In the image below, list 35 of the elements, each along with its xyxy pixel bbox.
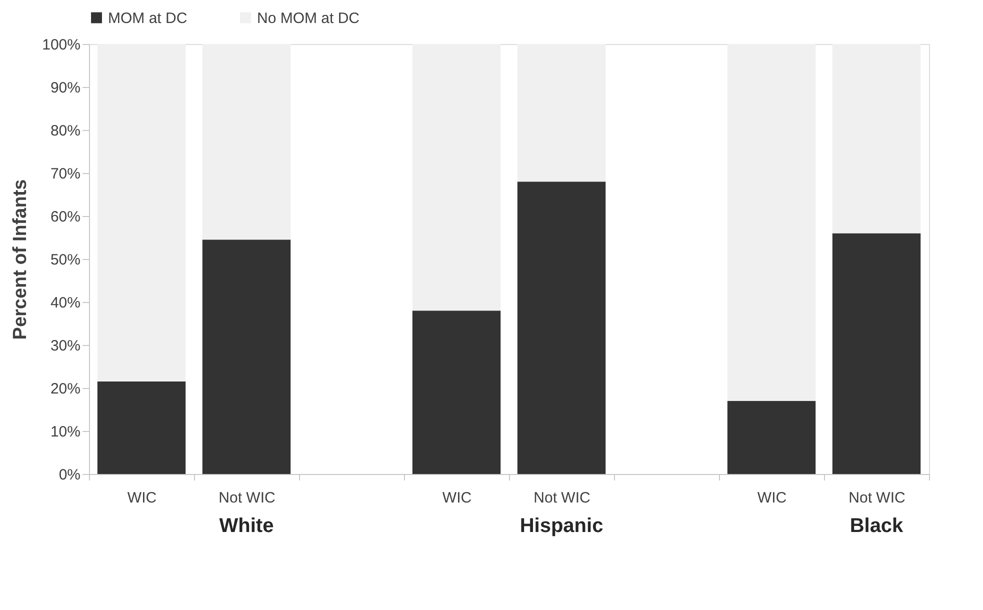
- legend-label: MOM at DC: [108, 10, 188, 27]
- y-tick-label: 70%: [50, 166, 80, 182]
- y-tick-label: 100%: [42, 36, 80, 54]
- x-tick-label: Not WIC: [848, 490, 906, 506]
- text: White: [219, 515, 274, 537]
- bar: [832, 44, 921, 234]
- y-axis-title: Percent of Infants: [10, 179, 32, 340]
- y-tick-label: 0%: [58, 466, 80, 484]
- y-tick-label: 60%: [50, 208, 80, 226]
- x-tick-label: Not WIC: [534, 490, 590, 506]
- bar: [412, 44, 501, 311]
- bar: [97, 382, 186, 474]
- bar: [202, 240, 291, 474]
- bar: [727, 400, 816, 474]
- legend-label: No MOM at DC: [257, 10, 360, 27]
- y-tick-label: 10%: [50, 424, 80, 440]
- bar: [832, 233, 921, 474]
- y-tick-label: 20%: [50, 380, 80, 398]
- y-tick-label: 40%: [50, 294, 80, 312]
- bar: [412, 310, 501, 474]
- y-tick-label: 50%: [50, 252, 80, 268]
- x-tick-label: WIC: [442, 490, 472, 506]
- bar: [517, 44, 606, 182]
- x-tick-label: WIC: [757, 490, 787, 506]
- bar: [97, 44, 186, 382]
- y-tick-label: 80%: [50, 122, 80, 140]
- x-tick-label: WIC: [127, 490, 157, 506]
- y-tick-label: 30%: [50, 338, 80, 354]
- text: Black: [850, 515, 904, 537]
- y-tick-label: 90%: [50, 80, 80, 96]
- bar: [202, 44, 291, 240]
- bar: [727, 44, 816, 401]
- x-tick-label: Not WIC: [218, 490, 276, 506]
- bar: [517, 182, 606, 474]
- text: Hispanic: [520, 515, 604, 537]
